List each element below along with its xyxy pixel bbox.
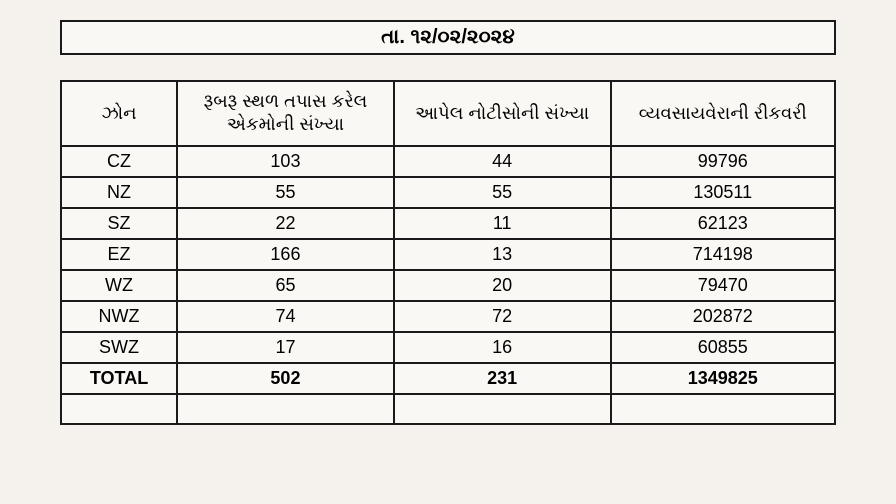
date-header: તા. ૧૨/૦૨/૨૦૨૪ — [60, 20, 836, 55]
cell-zone: WZ — [61, 270, 177, 301]
col-header-zone: ઝોન — [61, 81, 177, 146]
cell-notice: 72 — [394, 301, 611, 332]
cell-inspect: 17 — [177, 332, 394, 363]
table-row: WZ 65 20 79470 — [61, 270, 835, 301]
table-row: NWZ 74 72 202872 — [61, 301, 835, 332]
total-label: TOTAL — [61, 363, 177, 394]
table-total-row: TOTAL 502 231 1349825 — [61, 363, 835, 394]
total-inspect: 502 — [177, 363, 394, 394]
table-header-row: ઝોન રૂબરૂ સ્થળ તપાસ કરેલ એકમોની સંખ્યા આ… — [61, 81, 835, 146]
cell-recovery: 202872 — [611, 301, 835, 332]
table-row: EZ 166 13 714198 — [61, 239, 835, 270]
table-row: NZ 55 55 130511 — [61, 177, 835, 208]
cell-zone: NZ — [61, 177, 177, 208]
col-header-notice: આપેલ નોટીસોની સંખ્યા — [394, 81, 611, 146]
table-row: SZ 22 11 62123 — [61, 208, 835, 239]
col-header-inspect: રૂબરૂ સ્થળ તપાસ કરેલ એકમોની સંખ્યા — [177, 81, 394, 146]
cell-zone: NWZ — [61, 301, 177, 332]
cell-notice: 44 — [394, 146, 611, 177]
cell-recovery: 99796 — [611, 146, 835, 177]
cell-zone: SZ — [61, 208, 177, 239]
empty-cell — [61, 394, 177, 424]
total-recovery: 1349825 — [611, 363, 835, 394]
empty-cell — [177, 394, 394, 424]
empty-cell — [394, 394, 611, 424]
cell-zone: EZ — [61, 239, 177, 270]
cell-recovery: 714198 — [611, 239, 835, 270]
col-header-recovery: વ્યવસાયવેરાની રીકવરી — [611, 81, 835, 146]
table-empty-row — [61, 394, 835, 424]
total-notice: 231 — [394, 363, 611, 394]
cell-inspect: 74 — [177, 301, 394, 332]
cell-inspect: 166 — [177, 239, 394, 270]
table-row: SWZ 17 16 60855 — [61, 332, 835, 363]
cell-notice: 20 — [394, 270, 611, 301]
cell-recovery: 62123 — [611, 208, 835, 239]
cell-recovery: 60855 — [611, 332, 835, 363]
cell-notice: 16 — [394, 332, 611, 363]
zone-table: ઝોન રૂબરૂ સ્થળ તપાસ કરેલ એકમોની સંખ્યા આ… — [60, 80, 836, 425]
cell-notice: 11 — [394, 208, 611, 239]
cell-zone: SWZ — [61, 332, 177, 363]
cell-inspect: 65 — [177, 270, 394, 301]
cell-notice: 55 — [394, 177, 611, 208]
cell-zone: CZ — [61, 146, 177, 177]
cell-inspect: 55 — [177, 177, 394, 208]
cell-inspect: 103 — [177, 146, 394, 177]
cell-recovery: 130511 — [611, 177, 835, 208]
cell-notice: 13 — [394, 239, 611, 270]
cell-inspect: 22 — [177, 208, 394, 239]
cell-recovery: 79470 — [611, 270, 835, 301]
empty-cell — [611, 394, 835, 424]
table-row: CZ 103 44 99796 — [61, 146, 835, 177]
